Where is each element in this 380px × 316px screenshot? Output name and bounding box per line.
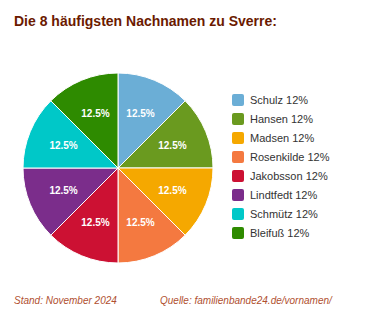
slice [118,101,213,168]
legend-swatch [232,94,244,106]
legend-entry: Jakobsson 12% [250,170,328,182]
annotation: Stand: November 2024 [14,295,117,306]
legend-swatch [232,227,244,239]
data-label: 12.5% [81,108,109,119]
title: Die 8 häufigsten Nachnamen zu Sverre: [14,13,277,29]
legend-entry: Bleifuß 12% [250,227,310,239]
chart: Die 8 häufigsten Nachnamen zu Sverre: 12.… [0,0,380,316]
data-label: 12.5% [126,217,154,228]
legend-entry: Lindtfedt 12% [250,189,317,201]
legend-entry: Madsen 12% [250,132,314,144]
legend-swatch [232,189,244,201]
data-label: 12.5% [158,140,186,151]
legend-swatch [232,113,244,125]
legend-swatch [232,170,244,182]
legend-entry: Schulz 12% [250,94,308,106]
slices [23,73,213,263]
annotation: Quelle: familienbande24.de/vornamen/ [160,295,333,306]
slice [51,73,118,168]
legend-swatch [232,132,244,144]
legend: Schulz 12% Hansen 12% Madsen 12% Rosenkilde… [232,94,330,239]
data-label: 12.5% [126,108,154,119]
data-label: 12.5% [158,185,186,196]
slice [23,168,118,235]
data-label: 12.5% [81,217,109,228]
legend-entry: Schmütz 12% [250,208,318,220]
data-label: 12.5% [49,185,77,196]
slice-labels: 12.5% 12.5% 12.5% 12.5% 12.5% 12.5% 12.5% 12.5% [49,108,186,228]
legend-swatch [232,151,244,163]
legend-entry: Hansen 12% [250,113,313,125]
legend-entry: Rosenkilde 12% [250,151,330,163]
legend-swatch [232,208,244,220]
data-label: 12.5% [49,140,77,151]
slice [118,168,185,263]
